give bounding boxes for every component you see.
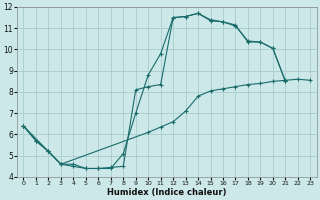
X-axis label: Humidex (Indice chaleur): Humidex (Indice chaleur) xyxy=(107,188,227,197)
